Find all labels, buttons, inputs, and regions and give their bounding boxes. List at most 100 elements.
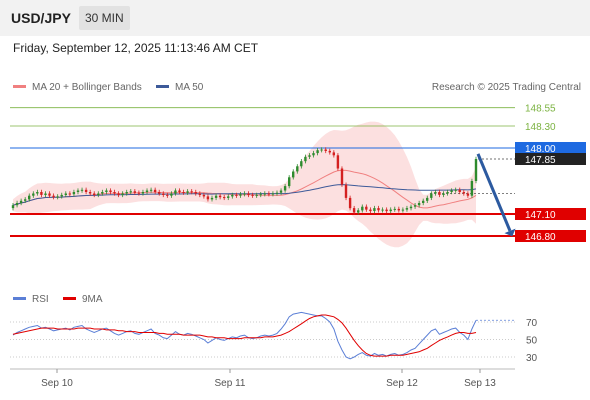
candle-body: [97, 193, 100, 195]
x-axis-tick-label: Sep 12: [386, 378, 418, 389]
candle-body: [153, 189, 157, 192]
candle-body: [24, 199, 27, 201]
candle-body: [312, 153, 315, 156]
rsi-legend-swatch: [13, 297, 26, 300]
support-label-box: [515, 208, 586, 220]
candle-body: [68, 193, 71, 195]
rsi-ma-legend-swatch: [63, 297, 76, 300]
candle-body: [133, 191, 136, 193]
candle-body: [243, 193, 246, 195]
rsi-ma-legend-label: 9MA: [82, 294, 103, 305]
rsi-legend-label: RSI: [32, 294, 49, 305]
candle-body: [373, 208, 376, 211]
candle-body: [80, 189, 84, 191]
candle-body: [288, 177, 291, 187]
candle-body: [352, 208, 356, 213]
candle-body: [324, 149, 327, 151]
candle-body: [332, 152, 335, 156]
candle-body: [105, 190, 108, 192]
rsi-tick-label: 50: [526, 336, 538, 347]
rsi-line: [12, 311, 477, 360]
x-axis: Sep 10 Sep 11 Sep 12 Sep 13: [41, 369, 496, 389]
candle-body: [117, 193, 120, 195]
candle-body: [385, 209, 388, 212]
candle-body: [36, 192, 39, 194]
candle-body: [170, 193, 173, 196]
candle-body: [336, 155, 340, 169]
candle-body: [60, 194, 63, 197]
candle-body: [422, 200, 425, 203]
candle-body: [450, 190, 453, 192]
candle-body: [438, 192, 441, 195]
candle-body: [434, 192, 437, 194]
candle-body: [308, 155, 311, 157]
candle-body: [275, 192, 279, 194]
candle-body: [344, 184, 348, 198]
candle-body: [446, 192, 449, 194]
bollinger-band: [13, 121, 476, 248]
candle-body: [247, 193, 250, 195]
candle-body: [52, 195, 55, 198]
candle-body: [401, 209, 405, 211]
candle-body: [251, 194, 254, 196]
candle-body: [442, 193, 445, 195]
candle-body: [194, 192, 197, 194]
candle-body: [413, 205, 417, 207]
pivot-label-box: [515, 142, 586, 154]
candle-body: [48, 193, 51, 196]
candle-body: [397, 208, 400, 211]
candle-body: [340, 168, 344, 185]
candle-body: [466, 193, 470, 196]
candle-body: [304, 156, 307, 162]
candle-body: [28, 195, 31, 200]
last-price-label: 147.85: [525, 155, 556, 166]
candle-body: [129, 191, 132, 193]
candle-body: [44, 193, 47, 195]
candle-body: [158, 192, 161, 194]
timeframe-button[interactable]: 30 MIN: [79, 6, 130, 30]
candle-body: [267, 193, 270, 195]
candle-body: [113, 192, 116, 194]
ma50-legend-label: MA 50: [175, 82, 204, 93]
candle-body: [125, 192, 128, 194]
ma20-legend-swatch: [13, 85, 26, 88]
candle-body: [381, 209, 384, 211]
candle-body: [76, 190, 80, 192]
candle-body: [426, 197, 429, 201]
symbol-label: USD/JPY: [11, 10, 71, 26]
candle-body: [15, 203, 19, 206]
candle-body: [206, 196, 210, 200]
candle-body: [239, 194, 242, 196]
rsi-ma-line: [12, 314, 477, 357]
candle-body: [389, 209, 392, 212]
candle-body: [11, 205, 15, 209]
candle-body: [72, 192, 76, 195]
candle-body: [235, 194, 238, 196]
candle-body: [137, 192, 141, 194]
x-axis-tick-label: Sep 11: [215, 378, 246, 389]
candle-body: [145, 190, 149, 192]
x-axis-tick-label: Sep 10: [41, 378, 73, 389]
candle-body: [109, 190, 112, 192]
candle-body: [121, 193, 124, 195]
candle-body: [198, 193, 201, 195]
candle-body: [84, 189, 88, 192]
candle-body: [296, 166, 299, 172]
candle-body: [255, 194, 258, 196]
candle-body: [328, 150, 331, 153]
candle-body: [223, 197, 226, 199]
candle-body: [218, 195, 222, 198]
candle-body: [470, 181, 474, 196]
candle-body: [316, 150, 319, 154]
candle-body: [417, 203, 421, 206]
candle-body: [320, 149, 323, 151]
candle-body: [214, 195, 218, 198]
candle-body: [259, 194, 262, 196]
candle-body: [178, 190, 181, 192]
candle-body: [365, 206, 368, 210]
support-label: 147.10: [525, 210, 556, 221]
candle-body: [210, 197, 214, 200]
candle-body: [190, 191, 193, 193]
rsi-plot: 70 50 30: [10, 311, 538, 364]
